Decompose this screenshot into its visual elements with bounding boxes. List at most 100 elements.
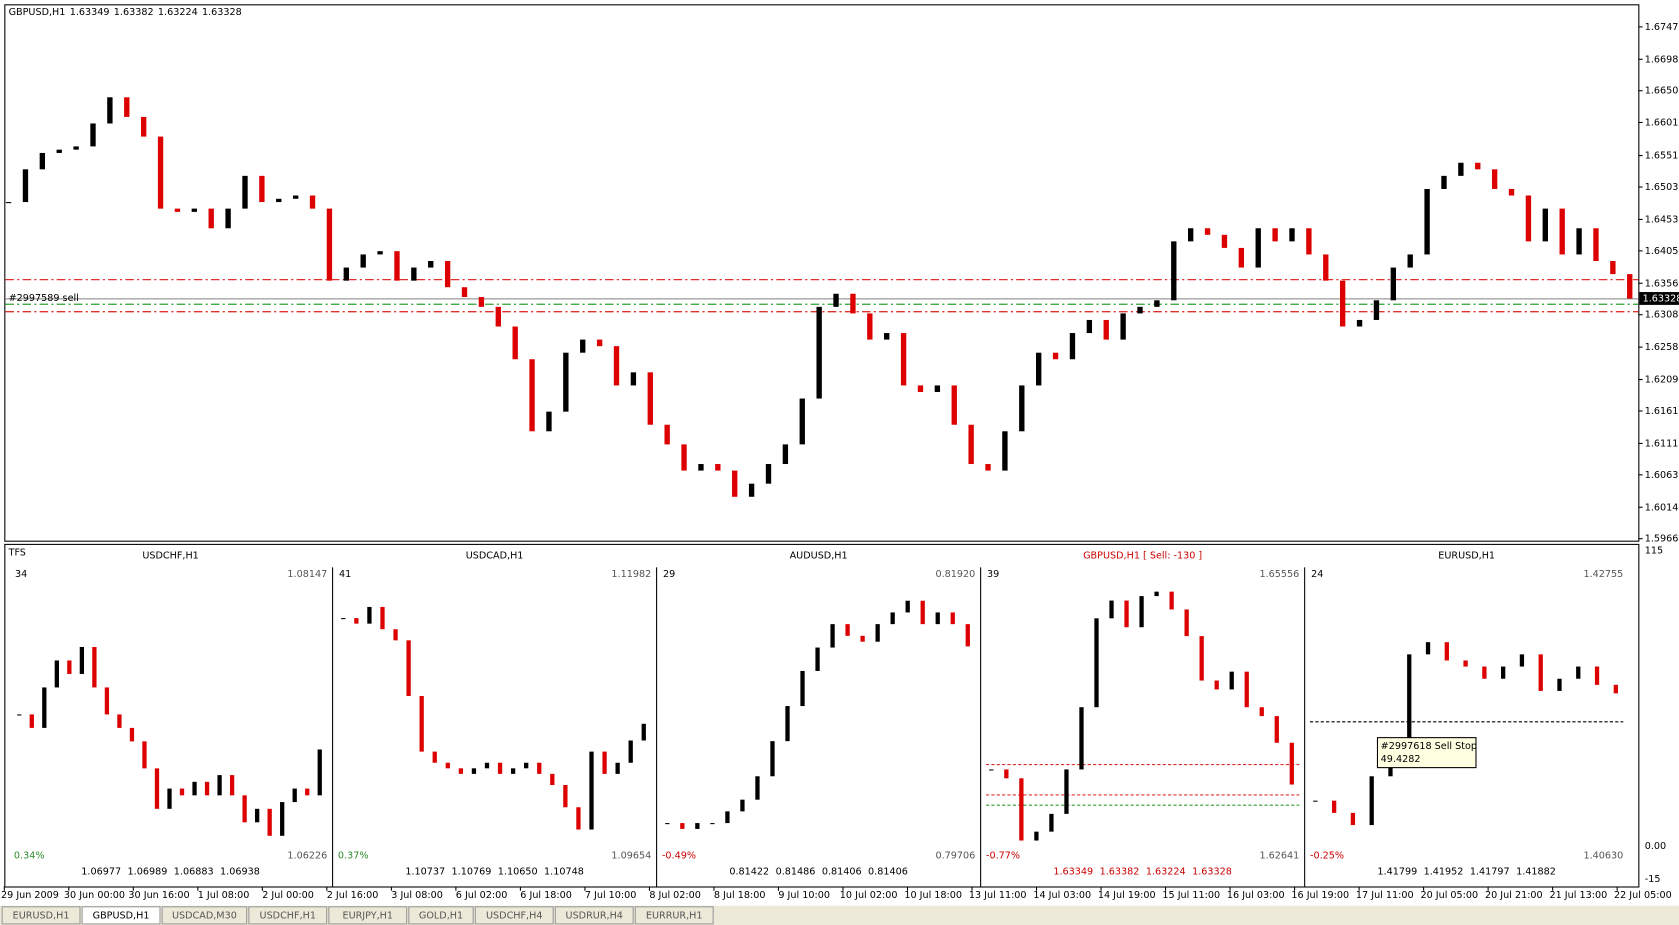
- candle: [124, 97, 130, 117]
- candle: [770, 741, 775, 777]
- y-tick-label: 1.62585: [1645, 342, 1679, 353]
- candle: [965, 624, 970, 647]
- candle: [1199, 636, 1204, 681]
- candle: [830, 624, 835, 648]
- candle: [1221, 234, 1228, 248]
- candle: [1559, 208, 1565, 255]
- candle: [920, 600, 925, 625]
- change: 0.37%: [338, 850, 369, 861]
- x-tick-label: 2 Jul 16:00: [327, 890, 379, 901]
- tab[interactable]: [474, 906, 554, 925]
- candle: [17, 714, 22, 716]
- candle: [1064, 769, 1069, 814]
- candle: [1576, 666, 1581, 679]
- x-tick-label: 6 Jul 18:00: [520, 890, 572, 901]
- tab[interactable]: [328, 906, 408, 925]
- x-tick-label: 22 Jul 05:00: [1614, 890, 1672, 901]
- candle: [1356, 319, 1363, 327]
- chart-title: USDCHF,H1: [142, 551, 198, 562]
- y-tick-label: 1.65510: [1645, 151, 1679, 162]
- tab[interactable]: [161, 906, 248, 925]
- tooltip-box: [1376, 737, 1477, 769]
- ohlc-value: 1.63349: [1053, 866, 1093, 877]
- candle: [1187, 228, 1194, 242]
- candle: [1613, 684, 1618, 694]
- y-tick-label: 1.64055: [1645, 246, 1679, 257]
- ohlc: 0.81422 0.81486 0.81406 0.81406: [729, 866, 908, 877]
- x-tick-label: 16 Jul 19:00: [1291, 890, 1349, 901]
- candle: [950, 612, 955, 625]
- bid-box: [1639, 292, 1679, 305]
- candle: [1137, 306, 1143, 314]
- candle: [154, 768, 160, 809]
- tab[interactable]: [408, 906, 474, 925]
- candle: [1289, 742, 1294, 785]
- candle: [537, 762, 542, 774]
- change: 0.34%: [14, 850, 45, 861]
- tab[interactable]: [81, 906, 161, 925]
- candle: [1124, 600, 1129, 628]
- y-tick-label: 1.64535: [1645, 214, 1679, 225]
- tab[interactable]: [554, 906, 634, 925]
- ohlc-value: 0.81406: [868, 866, 908, 877]
- candle: [1491, 169, 1498, 189]
- candle: [1407, 254, 1413, 268]
- candle: [56, 149, 62, 153]
- candle: [1482, 666, 1487, 679]
- candle: [1238, 247, 1245, 268]
- candle: [1002, 431, 1008, 471]
- candle: [445, 762, 450, 769]
- candle: [563, 785, 568, 808]
- tab[interactable]: [1, 906, 81, 925]
- candle: [1094, 618, 1099, 708]
- x-tick-label: 10 Jul 02:00: [840, 890, 898, 901]
- candle: [1154, 300, 1160, 307]
- y-tick-label: 1.66500: [1645, 86, 1679, 97]
- chart-title: GBPUSD,H1 [ Sell: -130 ]: [1083, 551, 1202, 562]
- candle: [67, 660, 72, 674]
- candle: [900, 333, 907, 386]
- main-frame: [4, 4, 1640, 542]
- tab-label: GOLD,H1: [419, 910, 463, 921]
- candle: [589, 751, 594, 830]
- candle: [1323, 254, 1329, 281]
- candle: [725, 811, 730, 824]
- min-price: 1.40630: [1584, 850, 1624, 861]
- candle: [305, 788, 310, 796]
- y-tick-label: 1.60635: [1645, 470, 1679, 481]
- candle: [380, 606, 385, 630]
- x-tick-label: 1 Jul 08:00: [198, 890, 250, 901]
- candle: [1501, 666, 1506, 679]
- ohlc-value: 1.10769: [452, 866, 492, 877]
- candle: [1425, 642, 1431, 655]
- candle: [665, 823, 670, 825]
- candle: [157, 136, 164, 209]
- x-tick-label: 10 Jul 18:00: [904, 890, 962, 901]
- candle: [1049, 813, 1054, 832]
- x-tick-label: 20 Jul 21:00: [1485, 890, 1543, 901]
- candle: [1593, 228, 1599, 262]
- candle: [890, 612, 895, 625]
- y-tick-label: 1.66015: [1645, 117, 1679, 128]
- ohlc-value: 1.10748: [544, 866, 584, 877]
- candle: [394, 251, 400, 281]
- candle: [1259, 707, 1264, 717]
- candle: [867, 313, 873, 340]
- candle: [1289, 228, 1295, 242]
- panel-axis-label: 0.00: [1645, 841, 1666, 852]
- x-tick-label: 13 Jul 11:00: [969, 890, 1027, 901]
- candle: [935, 612, 940, 625]
- candle: [546, 411, 552, 432]
- candle: [5, 202, 12, 204]
- candle: [179, 788, 185, 796]
- candle: [1244, 671, 1249, 708]
- candle: [1204, 228, 1211, 235]
- candle: [529, 359, 535, 432]
- tab[interactable]: [248, 906, 328, 925]
- ohlc-value: 1.63328: [202, 7, 242, 18]
- tab[interactable]: [634, 906, 714, 925]
- candle: [192, 781, 197, 796]
- x-tick-label: 7 Jul 10:00: [585, 890, 637, 901]
- candle: [1214, 680, 1219, 690]
